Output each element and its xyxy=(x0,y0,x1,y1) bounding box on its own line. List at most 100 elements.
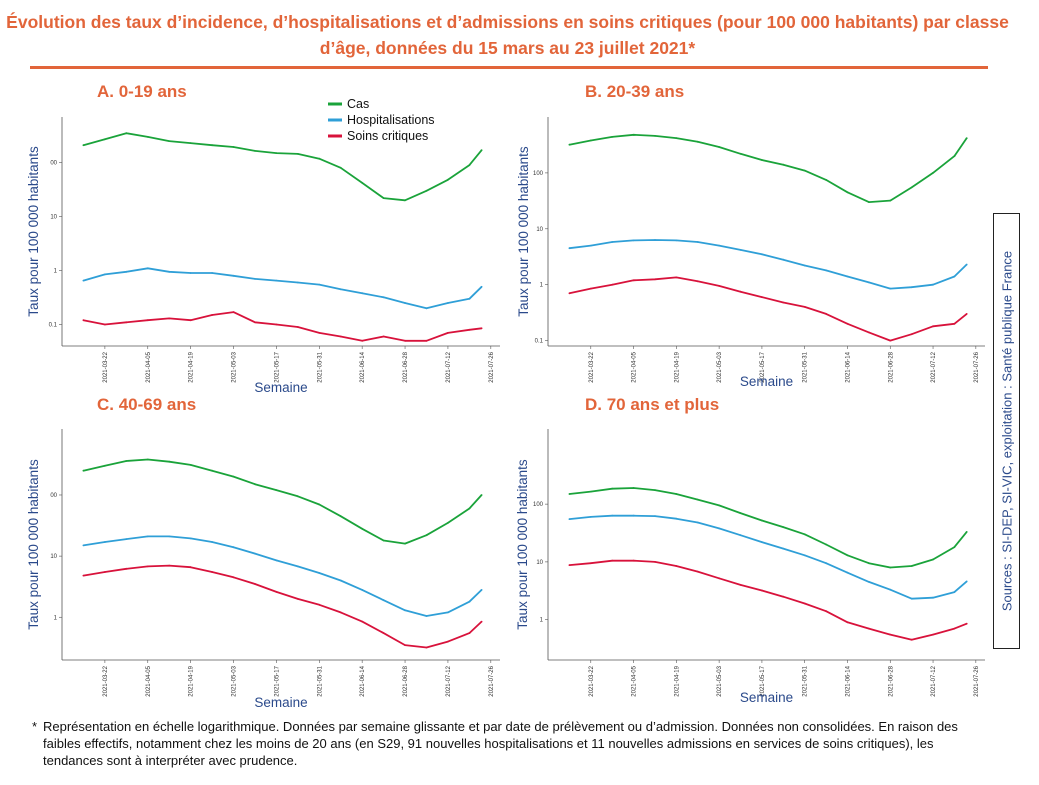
data-point xyxy=(589,562,592,565)
data-point xyxy=(846,571,849,574)
data-point xyxy=(782,526,785,528)
data-point xyxy=(125,538,128,540)
data-point xyxy=(782,595,785,598)
data-point xyxy=(846,554,849,557)
data-point xyxy=(932,633,934,636)
data-point xyxy=(611,136,614,138)
panel-title: C. 40-69 ans xyxy=(97,395,196,414)
data-point xyxy=(932,596,934,599)
data-point xyxy=(339,166,342,169)
data-point xyxy=(803,533,806,536)
data-point xyxy=(696,498,699,501)
data-point xyxy=(232,576,235,579)
data-point xyxy=(825,562,827,565)
x-tick-label: 2021-04-05 xyxy=(632,351,638,382)
x-tick-label: 2021-04-19 xyxy=(189,665,195,696)
data-point xyxy=(589,287,592,290)
data-point xyxy=(611,283,614,286)
data-point xyxy=(168,140,171,143)
series-line-soins-critiques xyxy=(569,559,968,641)
y-tick-label: 00 xyxy=(50,493,57,499)
data-point xyxy=(382,296,385,299)
x-tick-label: 2021-04-19 xyxy=(189,351,195,382)
data-point xyxy=(447,302,449,304)
data-point xyxy=(339,579,342,582)
data-point xyxy=(125,270,128,273)
data-point xyxy=(232,146,235,148)
series-line-soins-critiques xyxy=(83,564,483,649)
data-point xyxy=(318,603,321,606)
data-point xyxy=(211,469,214,472)
data-point xyxy=(953,275,956,278)
data-point xyxy=(296,565,299,568)
data-point xyxy=(480,285,483,288)
data-point xyxy=(761,296,763,298)
data-point xyxy=(104,464,106,467)
data-point xyxy=(189,142,192,145)
x-tick-label: 2021-05-03 xyxy=(717,351,723,382)
data-point xyxy=(868,627,870,630)
data-point xyxy=(404,644,406,646)
y-axis-title: Taux pour 100 000 habitants xyxy=(516,146,531,317)
data-point xyxy=(803,602,806,605)
data-point xyxy=(125,567,128,570)
data-point xyxy=(104,273,106,276)
data-point xyxy=(953,322,956,325)
data-point xyxy=(654,135,656,137)
data-point xyxy=(868,281,870,284)
data-point xyxy=(825,269,827,272)
data-point xyxy=(168,317,171,320)
data-point xyxy=(296,153,299,155)
series-line-cas xyxy=(569,487,968,569)
x-tick-label: 2021-07-26 xyxy=(974,351,980,382)
data-point xyxy=(468,507,471,510)
charts-canvas: A. 0-19 ans 0.1 1 10 00 2021-03-22 2021-04-05 2… xyxy=(26,82,985,710)
data-point xyxy=(696,241,699,243)
data-point xyxy=(803,306,806,308)
data-point xyxy=(296,598,299,600)
data-point xyxy=(782,547,785,550)
data-point xyxy=(611,514,614,517)
data-point xyxy=(232,274,235,277)
data-point xyxy=(361,527,364,530)
data-point xyxy=(382,599,385,602)
data-point xyxy=(125,321,128,324)
data-point xyxy=(761,159,763,161)
x-tick-label: 2021-05-03 xyxy=(717,665,723,696)
x-tick-label: 2021-07-12 xyxy=(931,665,937,696)
data-point xyxy=(654,515,656,517)
data-point xyxy=(361,182,364,184)
x-tick-label: 2021-06-14 xyxy=(360,665,366,696)
data-point xyxy=(189,319,192,322)
chart-panel-1: A. 0-19 ans 0.1 1 10 00 2021-03-22 2021-04-05 2… xyxy=(26,82,500,395)
chart-panel-3: C. 40-69 ans 1 10 00 2021-03-22 2021-04-05 202… xyxy=(26,395,500,710)
data-point xyxy=(189,272,192,274)
y-tick-label: 10 xyxy=(50,554,57,560)
data-point xyxy=(82,319,85,322)
data-point xyxy=(339,288,342,291)
x-tick-label: 2021-03-22 xyxy=(103,665,109,696)
data-point xyxy=(318,157,321,160)
data-point xyxy=(468,632,471,634)
data-point xyxy=(696,570,699,573)
data-point xyxy=(739,249,742,251)
data-point xyxy=(589,490,592,493)
y-axis-title: Taux pour 100 000 habitants xyxy=(515,459,530,630)
y-tick-label: 00 xyxy=(50,161,57,167)
data-point xyxy=(632,279,635,282)
data-point xyxy=(125,132,128,135)
data-point xyxy=(718,527,720,530)
data-point xyxy=(275,279,278,282)
data-point xyxy=(761,519,763,522)
x-tick-label: 2021-07-26 xyxy=(489,351,495,382)
chart-legend: Cas Hospitalisations Soins critiques xyxy=(328,97,435,143)
series-line-hospitalisations xyxy=(83,267,483,310)
data-point xyxy=(480,589,483,591)
data-point xyxy=(675,276,678,279)
x-axis-title: Semaine xyxy=(254,695,307,710)
legend-label: Hospitalisations xyxy=(347,113,435,127)
data-point xyxy=(146,458,149,461)
data-point xyxy=(953,546,956,548)
data-point xyxy=(825,543,827,546)
data-point xyxy=(480,620,483,623)
